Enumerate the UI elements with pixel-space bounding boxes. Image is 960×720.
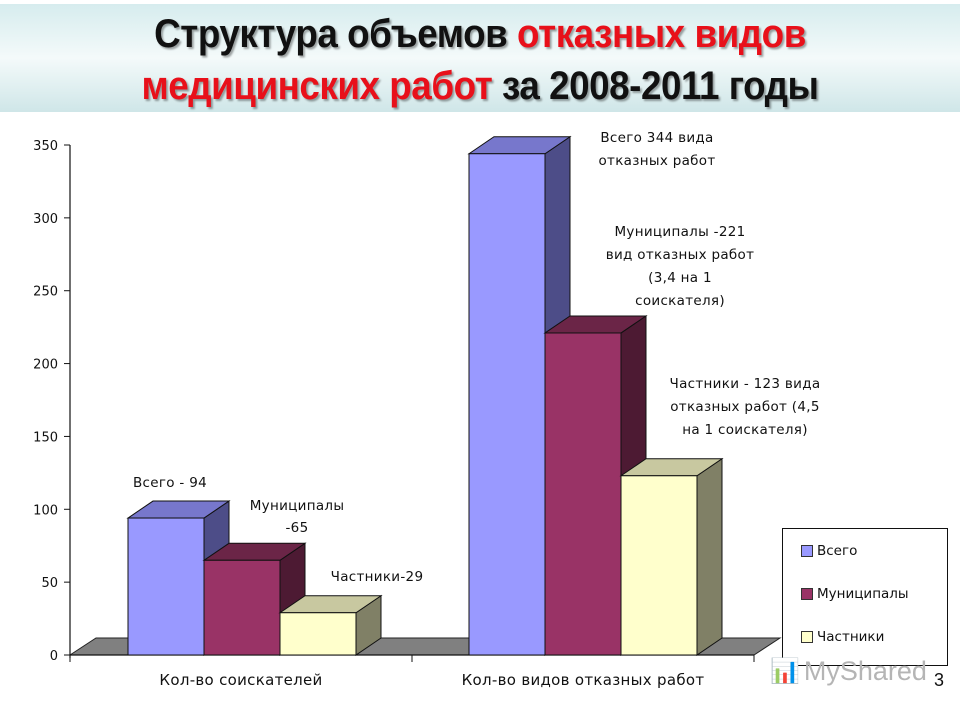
annotation-g2-muni-1: Муниципалы -221 [614,224,745,240]
annotation-g2-total-2: отказных работ [599,153,716,169]
bar-private-2 [619,457,724,656]
y-tick-label: 100 [33,503,58,518]
y-tick-label: 350 [33,139,58,154]
bars-group [126,135,724,656]
title-part-1: Структура объемов [154,12,518,56]
bar-private-1 [278,594,383,656]
legend-label-total: Всего [817,543,858,559]
y-tick-label: 200 [33,358,58,373]
annotation-g2-muni-2: вид отказных работ [606,247,755,263]
annotation-g2-private-3: на 1 соискателя) [682,422,808,438]
x-axis [69,654,755,662]
annotation-g2-muni-3: (3,4 на 1 [648,270,712,286]
annotation-g2-total-1: Всего 344 вида [600,130,713,146]
y-axis: 0 50 100 150 200 250 300 350 [33,139,71,664]
y-tick-label: 50 [41,576,58,591]
page-number: 3 [934,670,945,690]
legend-item-municipal: Муниципалы [801,586,909,602]
y-tick-label: 150 [33,430,58,445]
presentation-icon: 📊 [770,658,800,685]
category-label-1: Кол-во соискателей [159,671,322,689]
annotation-g2-private-2: отказных работ (4,5 [670,399,820,415]
annotation-g2-muni-4: соискателя) [635,293,725,309]
category-label-2: Кол-во видов отказных работ [462,671,705,689]
annotation-g1-muni-1: Муниципалы [250,498,345,514]
legend-swatch-private [801,631,813,643]
watermark-text: MyShared [803,656,927,686]
title-part-4: за 2008-2011 годы [492,64,819,108]
legend-item-total: Всего [801,543,857,559]
annotation-g1-total: Всего - 94 [133,475,207,491]
legend-label-municipal: Муниципалы [817,586,909,602]
chart-legend: Всего Муниципалы Частники [782,528,948,666]
title-part-3: медицинских работ [141,64,493,108]
legend-label-private: Частники [817,629,885,645]
y-tick-label: 0 [50,649,58,664]
watermark: 📊 MyShared [770,656,927,687]
title-band [0,4,960,112]
annotation-g1-muni-2: -65 [286,520,309,536]
y-tick-label: 300 [33,212,58,227]
annotation-g2-private-1: Частники - 123 вида [670,376,821,392]
legend-swatch-municipal [801,588,813,600]
slide-title: Структура объемов отказных видов медицин… [38,8,921,112]
legend-swatch-total [801,545,813,557]
y-tick-label: 250 [33,285,58,300]
legend-item-private: Частники [801,629,884,645]
annotation-g1-private: Частники-29 [331,569,424,585]
title-part-2: отказных видов [517,12,806,56]
